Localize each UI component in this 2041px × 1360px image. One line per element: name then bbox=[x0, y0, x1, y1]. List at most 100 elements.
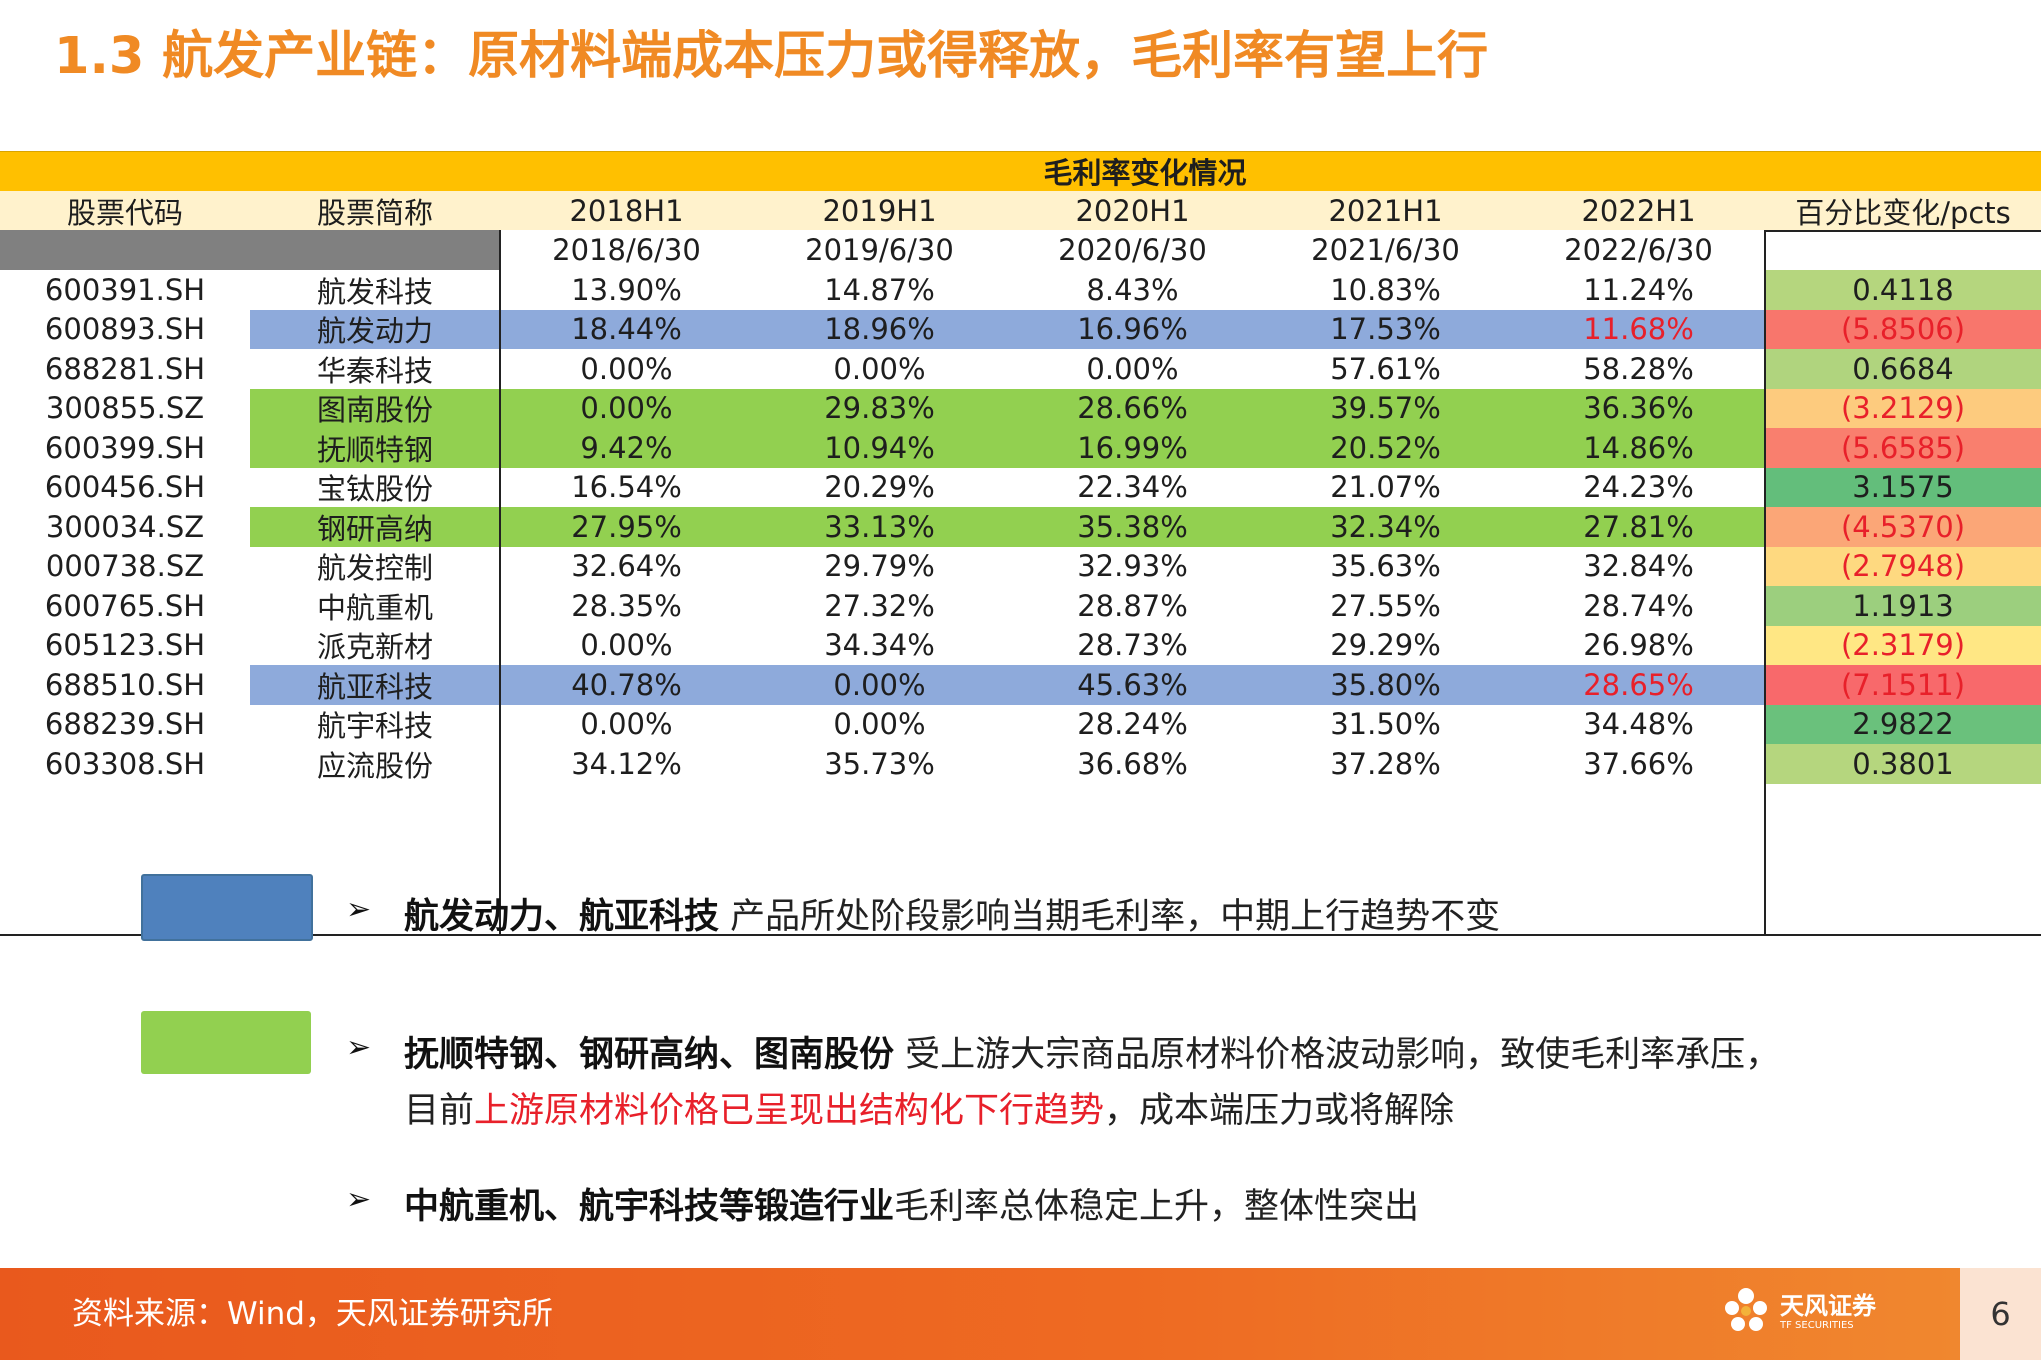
margin-value: 0.00% bbox=[1086, 351, 1179, 386]
margin-value: 28.24% bbox=[1077, 707, 1188, 742]
margin-value: 33.13% bbox=[824, 509, 935, 544]
row-highlight bbox=[250, 388, 1765, 428]
pct-change-value: 3.1575 bbox=[1852, 470, 1954, 505]
bullet-3-text: 毛利率总体稳定上升，整体性突出 bbox=[894, 1187, 1420, 1227]
stock-name: 派克新材 bbox=[316, 630, 433, 665]
bullet-2: 抚顺特钢、钢研高纳、图南股份 受上游大宗商品原材料价格波动影响，致使毛利率承压， bbox=[404, 1026, 1780, 1077]
margin-value: 32.64% bbox=[571, 549, 682, 584]
arrow-bullet-icon: ➢ bbox=[346, 1030, 372, 1065]
table-row: 600456.SH 宝钛股份 16.54% 20.29% 22.34% 21.07% 24.… bbox=[0, 467, 2041, 507]
margin-value: 27.81% bbox=[1583, 509, 1694, 544]
column-header: 2019H1 bbox=[822, 193, 937, 228]
bullet-1-text: 产品所处阶段影响当期毛利率，中期上行趋势不变 bbox=[719, 897, 1501, 937]
margin-value: 36.68% bbox=[1077, 746, 1188, 781]
change-heat-cell bbox=[1765, 665, 2041, 705]
margin-value: 20.29% bbox=[824, 470, 935, 505]
stock-code: 300855.SZ bbox=[45, 391, 205, 426]
margin-value: 45.63% bbox=[1077, 667, 1188, 702]
stock-code: 600399.SH bbox=[44, 430, 206, 465]
margin-value: 0.00% bbox=[580, 351, 673, 386]
column-date: 2020/6/30 bbox=[1058, 233, 1207, 267]
pct-change-value: (2.7948) bbox=[1840, 549, 1966, 584]
margin-value: 27.55% bbox=[1330, 588, 1441, 623]
change-heat-cell bbox=[1765, 428, 2041, 468]
margin-value: 0.00% bbox=[580, 391, 673, 426]
margin-value: 40.78% bbox=[571, 667, 682, 702]
pct-change-value: (5.8506) bbox=[1840, 312, 1966, 347]
table-row: 600391.SH 航发科技 13.90% 14.87% 8.43% 10.83% 11.2… bbox=[0, 270, 2041, 310]
bullet-1-bold: 航发动力、航亚科技 bbox=[404, 897, 720, 937]
arrow-bullet-icon: ➢ bbox=[346, 892, 372, 927]
margin-value: 37.28% bbox=[1330, 746, 1441, 781]
bullet-2-line-2: 目前上游原材料价格已呈现出结构化下行趋势，成本端压力或将解除 bbox=[404, 1082, 1454, 1133]
bullet-3-bold: 中航重机、航宇科技等锻造行业 bbox=[404, 1187, 895, 1227]
margin-value: 28.87% bbox=[1077, 588, 1188, 623]
pct-change-value: 2.9822 bbox=[1852, 707, 1954, 742]
table-row: 688281.SH 华秦科技 0.00% 0.00% 0.00% 57.61% 58.28%… bbox=[0, 349, 2041, 389]
stock-name: 航发控制 bbox=[316, 551, 433, 586]
change-heat-cell bbox=[1765, 586, 2041, 626]
margin-value: 16.54% bbox=[571, 470, 682, 505]
stock-name: 宝钛股份 bbox=[316, 472, 433, 507]
table-date-row: 2018/6/30 2019/6/30 2020/6/30 2021/6/30 2022… bbox=[0, 230, 2041, 270]
green-legend-swatch bbox=[141, 1011, 311, 1074]
row-highlight bbox=[250, 665, 1765, 705]
margin-value: 36.36% bbox=[1583, 391, 1694, 426]
margin-value: 35.80% bbox=[1330, 667, 1441, 702]
margin-value: 27.95% bbox=[571, 509, 682, 544]
stock-code: 600765.SH bbox=[44, 588, 206, 623]
bullet-2-text: 受上游大宗商品原材料价格波动影响，致使毛利率承压， bbox=[894, 1035, 1781, 1075]
bullet-2-bold: 抚顺特钢、钢研高纳、图南股份 bbox=[404, 1035, 895, 1075]
stock-code: 600893.SH bbox=[44, 312, 206, 347]
arrow-bullet-icon: ➢ bbox=[346, 1182, 372, 1217]
page-number: 6 bbox=[1960, 1268, 2041, 1360]
margin-value: 35.63% bbox=[1330, 549, 1441, 584]
margin-value: 16.99% bbox=[1077, 430, 1188, 465]
column-header: 2018H1 bbox=[569, 193, 684, 228]
page-title: 1.3 航发产业链：原材料端成本压力或得释放，毛利率有望上行 bbox=[54, 27, 1489, 86]
pct-change-value: 0.4118 bbox=[1852, 272, 1954, 307]
margin-value: 39.57% bbox=[1330, 391, 1441, 426]
bullet-1: 航发动力、航亚科技 产品所处阶段影响当期毛利率，中期上行趋势不变 bbox=[404, 888, 1500, 939]
margin-value: 21.07% bbox=[1330, 470, 1441, 505]
table-row: 603308.SH 应流股份 34.12% 35.73% 36.68% 37.28% 37.… bbox=[0, 744, 2041, 784]
margin-value: 35.38% bbox=[1077, 509, 1188, 544]
margin-value: 17.53% bbox=[1330, 312, 1441, 347]
margin-value: 28.35% bbox=[571, 588, 682, 623]
margin-value: 0.00% bbox=[833, 351, 926, 386]
margin-value: 34.12% bbox=[571, 746, 682, 781]
pct-change-value: (5.6585) bbox=[1840, 430, 1966, 465]
row-divider bbox=[1764, 230, 2041, 232]
stock-name: 抚顺特钢 bbox=[316, 432, 433, 467]
pct-change-value: (3.2129) bbox=[1840, 391, 1966, 426]
margin-value: 29.83% bbox=[824, 391, 935, 426]
column-header: 2020H1 bbox=[1075, 193, 1190, 228]
column-date: 2018/6/30 bbox=[552, 233, 701, 267]
table-row: 300855.SZ 图南股份 0.00% 29.83% 28.66% 39.57% 36.3… bbox=[0, 388, 2041, 428]
bullet-3: 中航重机、航宇科技等锻造行业毛利率总体稳定上升，整体性突出 bbox=[404, 1178, 1419, 1229]
stock-name: 华秦科技 bbox=[316, 353, 433, 388]
stock-name: 航亚科技 bbox=[316, 669, 433, 704]
margin-value: 32.93% bbox=[1077, 549, 1188, 584]
pct-change-value: 1.1913 bbox=[1852, 588, 1954, 623]
blue-legend-swatch bbox=[141, 874, 313, 941]
pct-change-value: (2.3179) bbox=[1840, 628, 1966, 663]
bullet-2-line2-post: ，成本端压力或将解除 bbox=[1104, 1091, 1455, 1131]
stock-name: 航宇科技 bbox=[316, 709, 433, 744]
pct-change-value: 0.3801 bbox=[1852, 746, 1954, 781]
table-group-title: 毛利率变化情况 bbox=[1043, 156, 1247, 190]
margin-value: 8.43% bbox=[1086, 272, 1179, 307]
table-top-border bbox=[0, 151, 2041, 152]
column-date: 2019/6/30 bbox=[805, 233, 954, 267]
margin-value: 35.73% bbox=[824, 746, 935, 781]
tf-securities-logo: 天风证券 TF SECURITIES bbox=[1718, 1282, 1918, 1342]
change-heat-cell bbox=[1765, 744, 2041, 784]
table-row: 000738.SZ 航发控制 32.64% 29.79% 32.93% 35.63% 32.… bbox=[0, 546, 2041, 586]
bullet-2-highlight: 上游原材料价格已呈现出结构化下行趋势 bbox=[474, 1091, 1105, 1131]
margin-value: 10.83% bbox=[1330, 272, 1441, 307]
margin-value: 29.29% bbox=[1330, 628, 1441, 663]
stock-code: 300034.SZ bbox=[45, 509, 205, 544]
margin-value: 10.94% bbox=[824, 430, 935, 465]
change-heat-cell bbox=[1765, 507, 2041, 547]
stock-name: 钢研高纳 bbox=[316, 511, 433, 546]
